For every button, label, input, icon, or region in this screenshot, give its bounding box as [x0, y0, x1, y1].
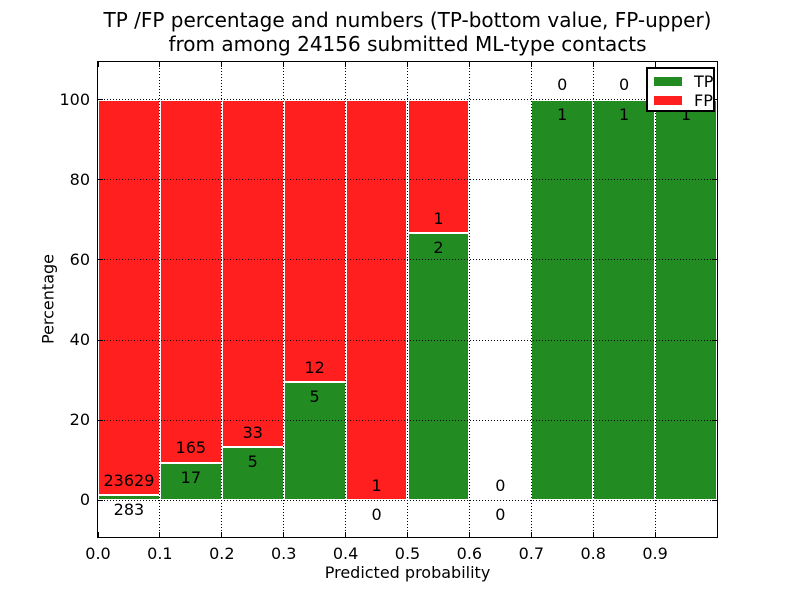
tick-x-bottom-0.4: [345, 532, 347, 537]
tick-x-bottom-0.5: [407, 532, 408, 537]
tick-y-left-0: [98, 499, 103, 501]
y-tick-label-20: 20: [69, 410, 90, 430]
bar-label-fp-0.7-0.8: 0: [557, 75, 568, 95]
y-tick-label-0: 0: [79, 490, 90, 510]
tick-x-top-0.4: [345, 62, 347, 67]
plot-area: 2362928316517335125101200010101: [97, 61, 718, 538]
y-tick-label-80: 80: [69, 169, 90, 189]
y-tick-label-60: 60: [69, 249, 90, 269]
tick-x-top-0.3: [283, 62, 285, 67]
legend-label-fp: FP: [694, 90, 713, 110]
tick-x-bottom-0.9: [654, 532, 656, 537]
x-tick-label-0.5: 0.5: [394, 544, 421, 563]
legend-label-tp: TP: [694, 71, 714, 91]
fp-swatch-icon: [654, 96, 682, 105]
tp-swatch-icon: [654, 77, 682, 86]
x-tick-label-0.7: 0.7: [518, 544, 545, 563]
tick-x-top-0.8: [592, 62, 594, 67]
x-tick-label-0.1: 0.1: [147, 544, 173, 563]
x-tick-label-0.8: 0.8: [580, 544, 606, 563]
bar-label-tp-0.0-0.1: 283: [113, 500, 145, 520]
bar-label-tp-0.4-0.5: 0: [371, 504, 382, 524]
bar-tp-0.9-1.0: [655, 99, 717, 501]
bar-tp-0.7-0.8: [531, 99, 594, 501]
chart-title-line1: TP /FP percentage and numbers (TP-bottom…: [103, 8, 712, 32]
bar-fp-0.4-0.5: [345, 99, 408, 501]
tick-x-top-0: [97, 62, 99, 67]
tick-y-right-0: [712, 499, 717, 501]
tick-x-bottom-0.7: [530, 532, 532, 537]
tick-x-bottom-0.3: [283, 532, 285, 537]
legend-item-tp: TP: [654, 72, 713, 91]
tick-y-right-60: [712, 259, 717, 261]
tick-y-right-40: [712, 339, 717, 341]
bar-tp-0.5-0.6: [407, 233, 470, 501]
tick-x-bottom-0.8: [592, 532, 594, 537]
tick-x-top-0.6: [468, 62, 470, 67]
bar-tp-0.8-0.9: [593, 99, 656, 501]
x-axis-label: Predicted probability: [324, 563, 491, 582]
tick-y-left-20: [98, 419, 103, 421]
tick-y-left-100: [98, 99, 103, 101]
bar-label-tp-0.6-0.7: 0: [495, 504, 506, 524]
y-tick-label-100: 100: [59, 89, 90, 109]
bar-fp-0.3-0.4: [283, 99, 346, 383]
tick-x-bottom-0: [97, 532, 99, 537]
bar-tp-0.2-0.3: [221, 447, 284, 501]
x-tick-label-0.0: 0.0: [85, 544, 111, 563]
y-tick-label-40: 40: [69, 330, 90, 350]
tick-x-top-0.1: [159, 62, 161, 67]
x-tick-label-0.4: 0.4: [332, 544, 359, 563]
legend: TP FP: [646, 67, 715, 112]
tick-y-left-80: [98, 179, 103, 181]
tick-x-top-0.2: [221, 62, 223, 67]
bar-fp-0.2-0.3: [221, 99, 284, 448]
x-tick-label-0.2: 0.2: [209, 544, 235, 563]
tick-y-right-80: [712, 179, 717, 181]
legend-item-fp: FP: [654, 91, 713, 110]
x-tick-label-0.3: 0.3: [270, 544, 297, 563]
tick-x-top-0.5: [407, 62, 408, 67]
bar-fp-0.5-0.6: [407, 99, 470, 234]
bar-fp-0.0-0.1: [98, 99, 160, 496]
tick-x-bottom-0.2: [221, 532, 223, 537]
tick-x-top-0.7: [530, 62, 532, 67]
bar-tp-0.3-0.4: [283, 382, 346, 501]
bar-label-fp-0.6-0.7: 0: [495, 475, 506, 495]
tick-y-left-40: [98, 339, 103, 341]
chart-title-line2: from among 24156 submitted ML-type conta…: [168, 32, 647, 56]
tick-x-bottom-0.6: [468, 532, 470, 537]
tick-y-right-20: [712, 419, 717, 421]
tick-y-left-60: [98, 259, 103, 261]
x-tick-label-0.6: 0.6: [456, 544, 483, 563]
x-tick-label-0.9: 0.9: [642, 544, 668, 563]
bar-tp-0.1-0.2: [159, 462, 222, 501]
bar-fp-0.1-0.2: [159, 99, 222, 463]
tick-x-bottom-0.1: [159, 532, 161, 537]
bar-tp-0.0-0.1: [98, 495, 160, 501]
